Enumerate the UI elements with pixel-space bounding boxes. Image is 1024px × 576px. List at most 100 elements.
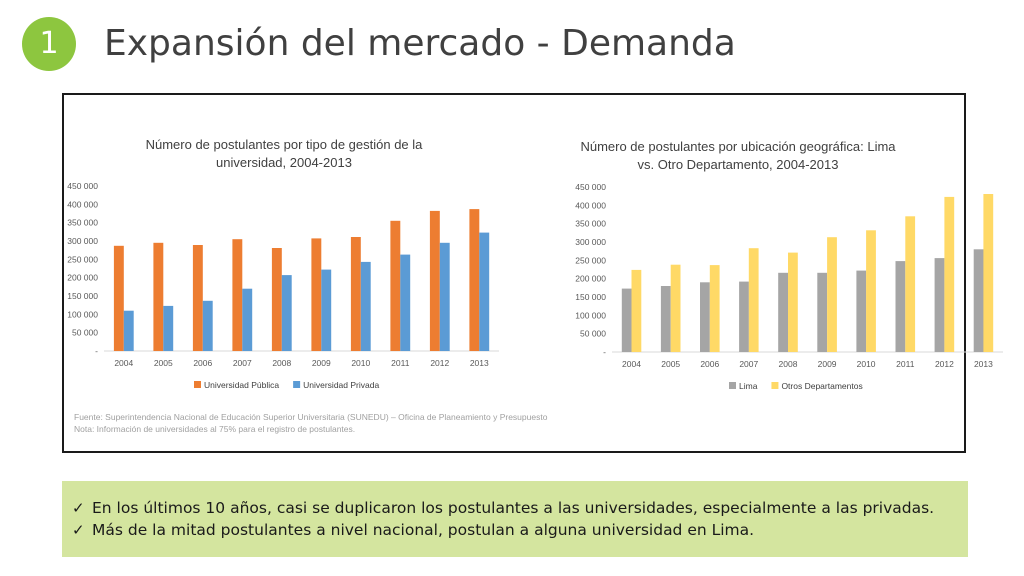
x-tick-label: 2009: [818, 359, 837, 369]
bar: [944, 196, 955, 352]
x-tick-label: 2004: [622, 359, 641, 369]
bar: [778, 272, 788, 352]
bar: [660, 286, 671, 352]
x-tick-label: 2010: [351, 358, 370, 368]
source-line: Fuente: Superintendencia Nacional de Edu…: [74, 412, 548, 422]
x-tick-label: 2010: [857, 359, 876, 369]
summary-bullet-text: Más de la mitad postulantes a nivel naci…: [92, 521, 755, 539]
chart-title: Número de postulantes por tipo de gestió…: [146, 137, 424, 152]
x-tick-label: 2012: [430, 358, 449, 368]
y-tick-label: 300 000: [67, 236, 98, 246]
bar: [429, 210, 440, 351]
y-tick-label: 250 000: [67, 254, 98, 264]
bar: [973, 249, 984, 352]
bar: [709, 265, 720, 352]
chart-postulantes-ubicacion: Número de postulantes por ubicación geog…: [575, 139, 1003, 391]
y-tick-label: 100 000: [67, 309, 98, 319]
chart-title: vs. Otro Departamento, 2004-2013: [638, 157, 839, 172]
legend-swatch: [729, 382, 736, 389]
bar: [817, 272, 828, 352]
bar: [311, 238, 322, 351]
legend-entry: Otros Departamentos: [781, 381, 862, 391]
legend-swatch: [771, 382, 779, 389]
checkmark-icon: ✓: [72, 499, 85, 517]
y-tick-label: 450 000: [575, 182, 606, 192]
bar: [113, 245, 124, 351]
bar: [469, 209, 480, 351]
legend-entry: Universidad Pública: [204, 380, 279, 390]
y-tick-label: 50 000: [580, 329, 606, 339]
bar: [232, 239, 243, 351]
bar: [700, 282, 710, 352]
bar: [631, 269, 642, 352]
summary-bullet: ✓ Más de la mitad postulantes a nivel na…: [72, 519, 968, 541]
bar: [390, 220, 401, 351]
x-tick-label: 2005: [154, 358, 173, 368]
x-tick-label: 2013: [470, 358, 489, 368]
legend-swatch: [293, 381, 301, 388]
bar: [788, 252, 798, 352]
bar: [739, 281, 749, 352]
bar: [895, 261, 906, 352]
bar: [439, 242, 450, 351]
bar: [905, 216, 916, 352]
chart-frame: Número de postulantes por tipo de gestió…: [62, 93, 1003, 453]
bar: [192, 245, 203, 351]
bar: [670, 264, 681, 352]
y-tick-label: -: [95, 346, 98, 356]
chart-title: Número de postulantes por ubicación geog…: [580, 139, 896, 154]
bar: [281, 275, 292, 351]
y-tick-label: 150 000: [575, 292, 606, 302]
x-tick-label: 2005: [661, 359, 680, 369]
x-tick-label: 2006: [193, 358, 212, 368]
x-tick-label: 2007: [233, 358, 252, 368]
y-tick-label: 450 000: [67, 181, 98, 191]
bar: [350, 237, 361, 351]
legend-entry: Universidad Privada: [303, 380, 379, 390]
bar: [271, 248, 282, 351]
page-title: Expansión del mercado - Demanda: [104, 23, 736, 64]
bar: [242, 288, 253, 351]
x-tick-label: 2009: [312, 358, 331, 368]
summary-bullet: ✓ En los últimos 10 años, casi se duplic…: [72, 497, 968, 519]
bar: [934, 258, 945, 352]
bar: [856, 270, 867, 352]
checkmark-icon: ✓: [72, 521, 85, 539]
x-tick-label: 2007: [739, 359, 758, 369]
bar: [479, 232, 490, 351]
note-line: Nota: Información de universidades al 75…: [74, 424, 356, 434]
x-tick-label: 2012: [935, 359, 954, 369]
summary-box: ✓ En los últimos 10 años, casi se duplic…: [62, 481, 968, 557]
x-tick-label: 2013: [974, 359, 993, 369]
x-tick-label: 2008: [779, 359, 798, 369]
y-tick-label: 400 000: [67, 199, 98, 209]
y-tick-label: 400 000: [575, 200, 606, 210]
x-tick-label: 2011: [391, 358, 410, 368]
chart-postulantes-gestion: Número de postulantes por tipo de gestió…: [67, 137, 499, 390]
y-tick-label: 300 000: [575, 237, 606, 247]
y-tick-label: 350 000: [575, 219, 606, 229]
bar: [983, 194, 994, 352]
bar: [153, 242, 164, 351]
summary-bullet-text: En los últimos 10 años, casi se duplicar…: [92, 499, 935, 517]
bar: [360, 261, 371, 351]
bar: [866, 230, 876, 352]
bar: [827, 237, 837, 352]
source-note: Fuente: Superintendencia Nacional de Edu…: [74, 411, 547, 435]
bar: [400, 254, 411, 351]
bar: [621, 288, 632, 352]
y-tick-label: 150 000: [67, 291, 98, 301]
x-tick-label: 2004: [114, 358, 133, 368]
y-tick-label: 100 000: [575, 310, 606, 320]
x-tick-label: 2008: [272, 358, 291, 368]
y-tick-label: 200 000: [67, 273, 98, 283]
y-tick-label: 200 000: [575, 274, 606, 284]
legend-swatch: [194, 381, 201, 388]
slide-number-badge: 1: [22, 17, 76, 71]
bar: [163, 305, 174, 351]
legend-entry: Lima: [739, 381, 758, 391]
bar: [123, 310, 134, 351]
y-tick-label: 350 000: [67, 218, 98, 228]
chart-title: universidad, 2004-2013: [216, 155, 352, 170]
y-tick-label: 250 000: [575, 255, 606, 265]
